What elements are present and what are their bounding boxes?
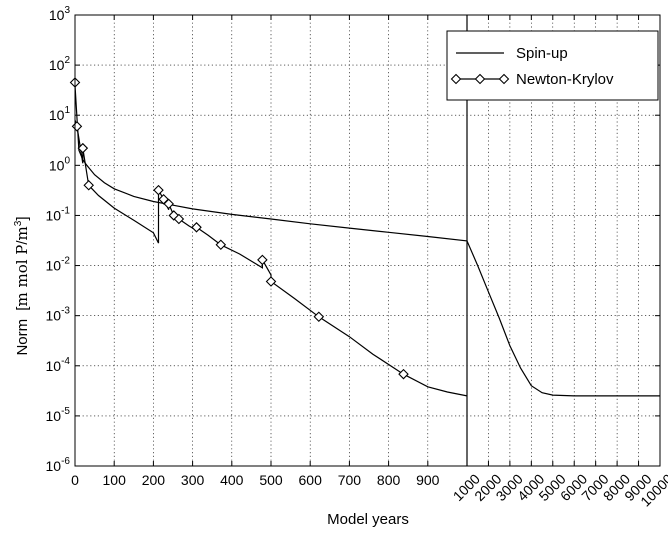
data-point-newton-krylov xyxy=(83,179,94,191)
tick-layer: 10-6 10-5 10-4 10-3 10-2 10-1 100 101 102 103 0 100… xyxy=(46,5,668,510)
plot-frame xyxy=(74,14,661,467)
svg-text:Norm [m mol P/m3]: Norm [m mol P/m3] xyxy=(13,216,31,355)
data-point-newton-krylov xyxy=(163,198,174,210)
data-point-newton-krylov xyxy=(215,239,227,251)
data-point-newton-krylov xyxy=(265,276,277,287)
x-tick-label: 100 xyxy=(103,472,127,488)
y-tick-label: 101 xyxy=(49,105,71,123)
series-layer xyxy=(69,77,660,397)
y-tick-label: 10-3 xyxy=(46,306,71,324)
y-axis-unit-exp: 3 xyxy=(13,220,24,226)
data-point-newton-krylov xyxy=(191,222,202,233)
y-axis-unit-den: m xyxy=(13,226,31,240)
y-axis-unit-num: m mol P xyxy=(13,245,31,307)
y-tick-label: 10-5 xyxy=(46,406,71,424)
legend-label-newton-krylov: Newton-Krylov xyxy=(516,71,614,88)
y-tick-label: 100 xyxy=(49,155,71,173)
data-point-newton-krylov xyxy=(71,121,83,132)
data-point-newton-krylov xyxy=(153,184,164,196)
data-point-newton-krylov xyxy=(313,311,325,323)
legend-label-spin-up: Spin-up xyxy=(516,45,568,62)
x-tick-label: 500 xyxy=(259,472,283,488)
x-axis-label: Model years xyxy=(327,511,409,528)
y-axis-label: Norm [m mol P/m3] xyxy=(13,216,31,355)
series-line-spin-up xyxy=(74,85,660,397)
series-line-newton-krylov xyxy=(74,119,468,397)
legend-swatch-newton-krylov xyxy=(450,73,510,85)
x-tick-label: 700 xyxy=(338,472,362,488)
data-point-newton-krylov xyxy=(257,254,268,266)
y-tick-label: 10-4 xyxy=(46,356,71,374)
legend: Spin-up Newton-Krylov xyxy=(446,30,659,101)
y-tick-label: 102 xyxy=(49,55,71,73)
x-tick-label: 300 xyxy=(181,472,205,488)
data-point-newton-krylov xyxy=(173,213,185,225)
y-tick-label: 10-2 xyxy=(46,256,71,274)
x-tick-label: 400 xyxy=(220,472,244,488)
x-tick-label: 200 xyxy=(142,472,166,488)
y-axis-label-text: Norm xyxy=(14,319,31,356)
x-tick-label: 600 xyxy=(299,472,323,488)
legend-box xyxy=(446,30,659,101)
y-tick-label: 10-1 xyxy=(46,205,71,223)
y-tick-label: 10-6 xyxy=(46,456,71,474)
x-tick-label: 0 xyxy=(71,472,79,488)
y-tick-label: 103 xyxy=(49,5,71,23)
data-point-newton-krylov xyxy=(77,142,89,154)
data-point-newton-krylov xyxy=(398,368,409,380)
x-tick-label: 800 xyxy=(377,472,401,488)
x-tick-label: 900 xyxy=(416,472,440,488)
